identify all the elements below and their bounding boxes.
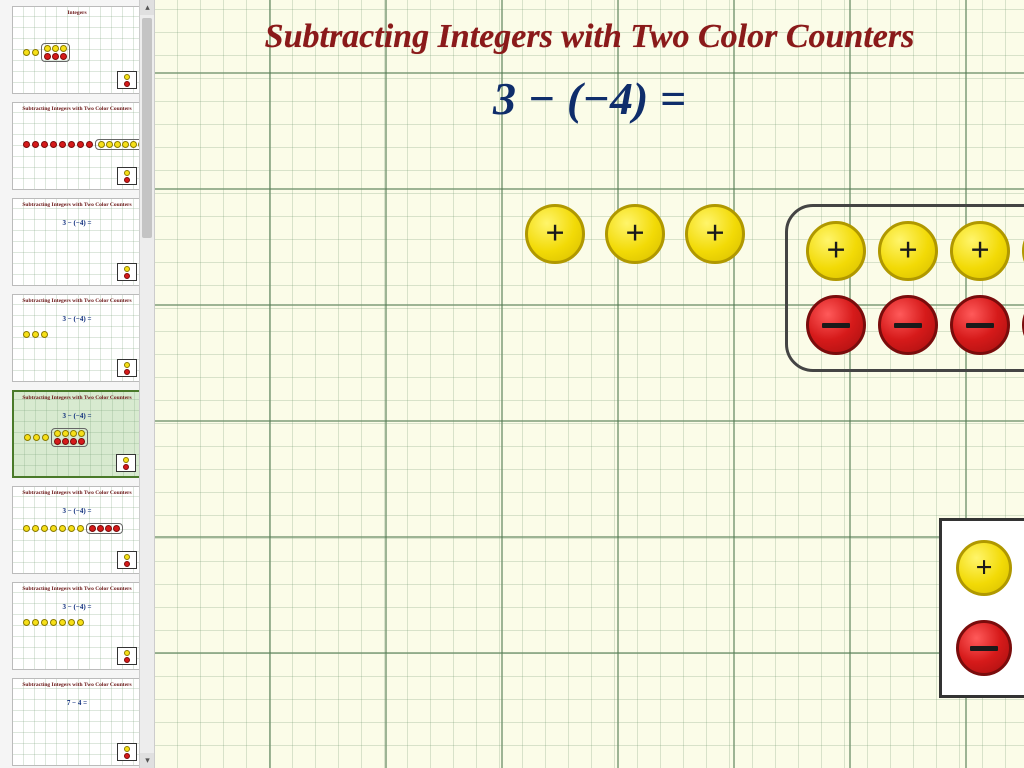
zero-pair-box: ++++ — [785, 204, 1024, 372]
thumbnail-slide[interactable]: Subtracting Integers with Two Color Coun… — [12, 294, 142, 382]
thumbnail-equation: 3 − (−4) = — [63, 315, 92, 323]
thumbnail-slide[interactable]: Subtracting Integers with Two Color Coun… — [12, 582, 142, 670]
thumbnail-legend — [117, 359, 137, 377]
slide-thumbnail-panel: Integers Subtracting Integers with Two Co… — [0, 0, 155, 768]
thumbnail-legend — [117, 263, 137, 281]
counter-diagram: +++ ++++ — [525, 204, 1024, 372]
thumbnail-legend — [117, 71, 137, 89]
thumbnail-counters — [24, 428, 88, 447]
equation-text: 3 − (−4) = — [493, 72, 686, 125]
positive-counter: + — [806, 221, 866, 281]
counter-legend: + — [939, 518, 1024, 698]
thumbnail-slide[interactable]: Subtracting Integers with Two Color Coun… — [12, 678, 142, 766]
thumbnail-counters — [23, 523, 123, 534]
positive-counter: + — [685, 204, 745, 264]
thumbnail-legend — [117, 647, 137, 665]
negative-counter — [806, 295, 866, 355]
thumbnail-title: Subtracting Integers with Two Color Coun… — [17, 490, 137, 497]
thumbnail-legend — [117, 167, 137, 185]
thumbnail-title: Subtracting Integers with Two Color Coun… — [17, 682, 137, 689]
thumbnail-counters — [23, 43, 70, 62]
thumbnail-title: Subtracting Integers with Two Color Coun… — [17, 298, 137, 305]
scroll-thumb[interactable] — [142, 18, 152, 238]
thumbnail-counters — [23, 139, 142, 150]
thumbnail-equation: 3 − (−4) = — [63, 219, 92, 227]
thumbnail-equation: 3 − (−4) = — [63, 603, 92, 611]
thumbnail-equation: 3 − (−4) = — [63, 412, 92, 420]
thumbnail-legend — [117, 743, 137, 761]
thumbnail-counters — [23, 331, 48, 338]
thumbnail-title: Subtracting Integers with Two Color Coun… — [17, 106, 137, 113]
thumbnail-title: Subtracting Integers with Two Color Coun… — [18, 395, 136, 402]
thumbnail-counters — [23, 619, 84, 626]
positive-counter: + — [878, 221, 938, 281]
positive-counter: + — [525, 204, 585, 264]
negative-counter — [950, 295, 1010, 355]
thumbnail-title: Integers — [17, 10, 137, 17]
positive-counter: + — [605, 204, 665, 264]
thumbnail-legend — [116, 454, 136, 472]
slide-title: Subtracting Integers with Two Color Coun… — [265, 18, 915, 56]
thumbnail-list: Integers Subtracting Integers with Two Co… — [0, 0, 154, 768]
box-positive-row: ++++ — [806, 221, 1024, 281]
thumbnail-slide[interactable]: Subtracting Integers with Two Color Coun… — [12, 486, 142, 574]
legend-positive-counter: + — [956, 540, 1012, 596]
sidebar-scrollbar[interactable]: ▴ ▾ — [139, 0, 154, 768]
thumbnail-slide[interactable]: Subtracting Integers with Two Color Coun… — [12, 102, 142, 190]
box-negative-row — [806, 295, 1024, 355]
positive-counter: + — [950, 221, 1010, 281]
thumbnail-slide[interactable]: Subtracting Integers with Two Color Coun… — [12, 198, 142, 286]
scroll-down-button[interactable]: ▾ — [140, 753, 155, 768]
left-positive-group: + + + — [525, 204, 745, 264]
thumbnail-slide[interactable]: Integers — [12, 6, 142, 94]
thumbnail-slide[interactable]: Subtracting Integers with Two Color Coun… — [12, 390, 142, 478]
thumbnail-title: Subtracting Integers with Two Color Coun… — [17, 202, 137, 209]
thumbnail-equation: 7 − 4 = — [67, 699, 87, 707]
thumbnail-title: Subtracting Integers with Two Color Coun… — [17, 586, 137, 593]
negative-counter — [878, 295, 938, 355]
thumbnail-equation: 3 − (−4) = — [63, 507, 92, 515]
main-slide: Subtracting Integers with Two Color Coun… — [155, 0, 1024, 768]
legend-negative-counter — [956, 620, 1012, 676]
scroll-up-button[interactable]: ▴ — [140, 0, 155, 15]
thumbnail-legend — [117, 551, 137, 569]
